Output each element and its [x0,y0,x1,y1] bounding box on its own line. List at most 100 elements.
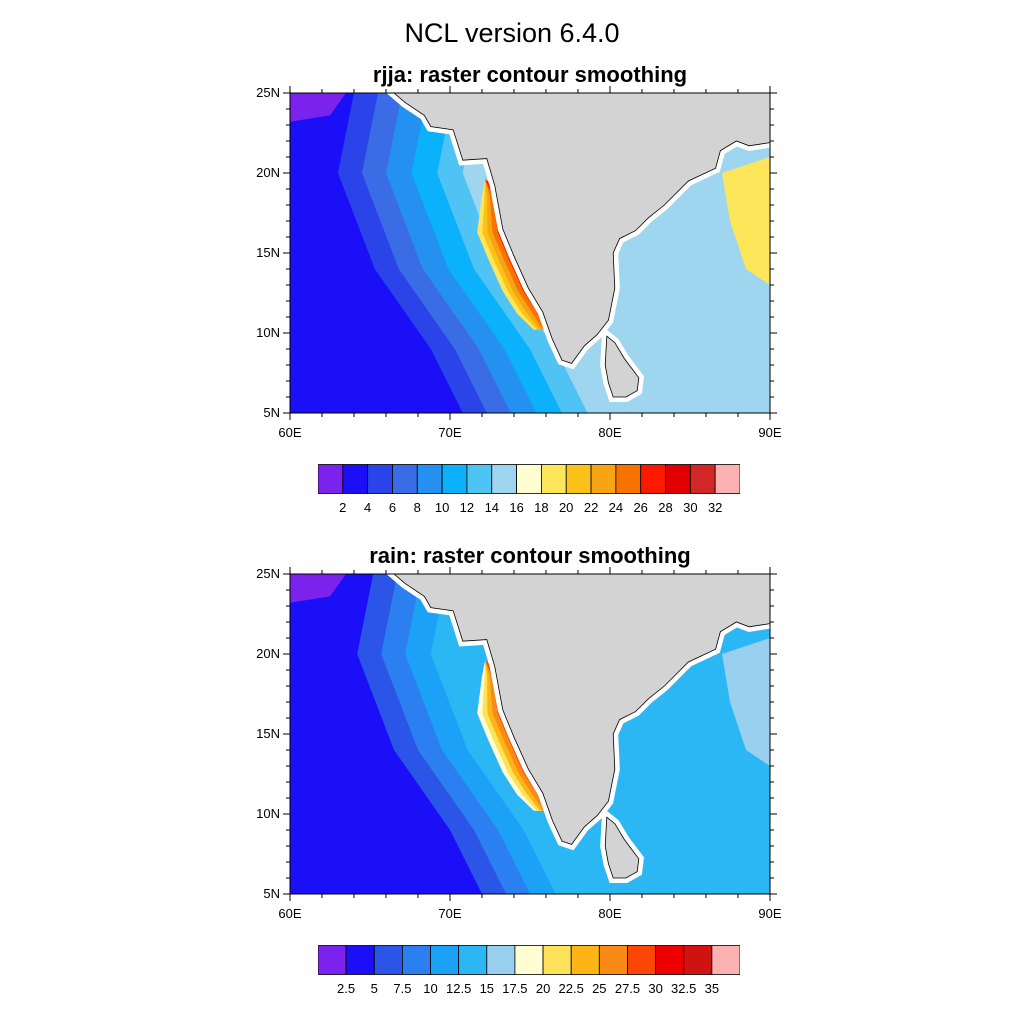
y-tick-label: 20N [256,646,280,661]
y-tick-label: 25N [256,566,280,581]
colorbar-label: 32.5 [671,981,697,996]
colorbar-box [441,464,468,494]
colorbar-box [542,945,572,975]
colorbar-label: 5 [370,981,378,996]
y-tick-label: 10N [256,806,280,821]
colorbar-box [402,945,431,975]
y-tick-label: 5N [263,405,280,420]
colorbar-box [430,945,460,975]
map-rjja: 60E 70E 80E 90E 25N 20N 15N 10N 5N [256,85,782,440]
map-rain: 60E 70E 80E 90E 25N 20N 15N 10N 5N [256,566,782,921]
y-tick-label: 15N [256,726,280,741]
colorbar-label: 26 [633,500,648,515]
colorbar-label: 27.5 [614,981,641,996]
y-tick-label: 25N [256,85,280,100]
colorbar-box [598,945,628,975]
colorbar-label: 20 [558,500,574,515]
colorbar-label: 15 [479,981,495,996]
colorbar-label: 25 [592,981,607,996]
colorbar-box [655,945,685,975]
colorbar-label: 14 [484,500,500,515]
colorbar-box [367,464,393,494]
contour-band [290,93,346,122]
land-india [393,93,770,364]
colorbar-label: 24 [608,500,624,515]
colorbar-box [640,464,666,494]
colorbar-box [318,464,344,494]
colorbar-box [689,464,716,494]
bay-band [722,157,770,285]
x-tick-label: 80E [598,425,621,440]
colorbar-box [416,464,443,494]
y-tick-label: 10N [256,325,280,340]
colorbar-label: 2 [339,500,347,515]
colorbar-boxes [318,464,740,494]
colorbar-label: 18 [534,500,549,515]
x-tick-label: 70E [438,425,461,440]
colorbar-box [714,464,740,494]
colorbar-label: 32 [707,500,723,515]
colorbar-box [565,464,592,494]
x-tick-label: 80E [598,906,621,921]
contour-band [290,574,482,894]
colorbar-label: 35 [704,981,720,996]
colorbar-label: 7.5 [393,981,412,996]
colorbar-box [570,945,600,975]
colorbar-label: 4 [363,500,372,515]
panel-title-rain: rain: raster contour smoothing [369,543,691,568]
x-tick-label: 90E [758,906,781,921]
colorbar-label: 16 [509,500,524,515]
colorbar-label: 6 [388,500,397,515]
colorbar-box [514,945,544,975]
page-title: NCL version 6.4.0 [404,18,620,48]
contour-band [290,93,463,413]
colorbar-box [466,464,493,494]
x-tick-label: 70E [438,906,461,921]
colorbar-box [516,464,542,494]
colorbar-box [665,464,691,494]
map-field [290,93,770,413]
colorbar-label: 30 [648,981,663,996]
colorbar-label: 17.5 [502,981,528,996]
colorbar-box [683,945,713,975]
colorbar-label: 10 [434,500,450,515]
y-tick-label: 15N [256,245,280,260]
contour-band [290,574,346,603]
x-tick-label: 60E [278,906,301,921]
land-sri-lanka [604,335,640,398]
bay-band [722,638,770,766]
colorbar-rain: 2.5 5 7.5 10 12.5 15 17.5 20 22.5 25 27.5 30 32.5 35 [318,945,740,996]
colorbar-box [590,464,617,494]
colorbar-box [342,464,369,494]
land-india [393,574,770,845]
colorbar-label: 10 [423,981,438,996]
x-tick-label: 60E [278,425,301,440]
x-tick-label: 90E [758,425,781,440]
colorbar-box [627,945,657,975]
colorbar-label: 22 [583,500,599,515]
colorbar-rjja: 2 4 6 8 10 12 14 16 18 20 22 24 26 28 30 32 [318,464,740,515]
land-sri-lanka [604,816,640,879]
colorbar-label: 20 [535,981,551,996]
y-tick-label: 20N [256,165,280,180]
map-field [290,574,770,894]
colorbar-box [541,464,567,494]
colorbar-labels: 2.5 5 7.5 10 12.5 15 17.5 20 22.5 25 27.5 30 32.5 35 [318,981,740,999]
colorbar-boxes [318,945,740,975]
panel-title-rjja: rjja: raster contour smoothing [372,62,688,87]
colorbar-box [491,464,517,494]
colorbar-label: 12.5 [446,981,472,996]
colorbar-label: 2.5 [337,981,356,996]
colorbar-box [373,945,403,975]
colorbar-labels: 2 4 6 8 10 12 14 16 18 20 22 24 26 28 30 32 [318,500,740,518]
colorbar-box [458,945,488,975]
colorbar-box [318,945,347,975]
colorbar-box [711,945,740,975]
colorbar-box [486,945,516,975]
colorbar-label: 22.5 [558,981,584,996]
colorbar-box [345,945,375,975]
colorbar-label: 8 [413,500,421,515]
colorbar-label: 12 [459,500,475,515]
colorbar-box [392,464,418,494]
colorbar-label: 30 [683,500,698,515]
